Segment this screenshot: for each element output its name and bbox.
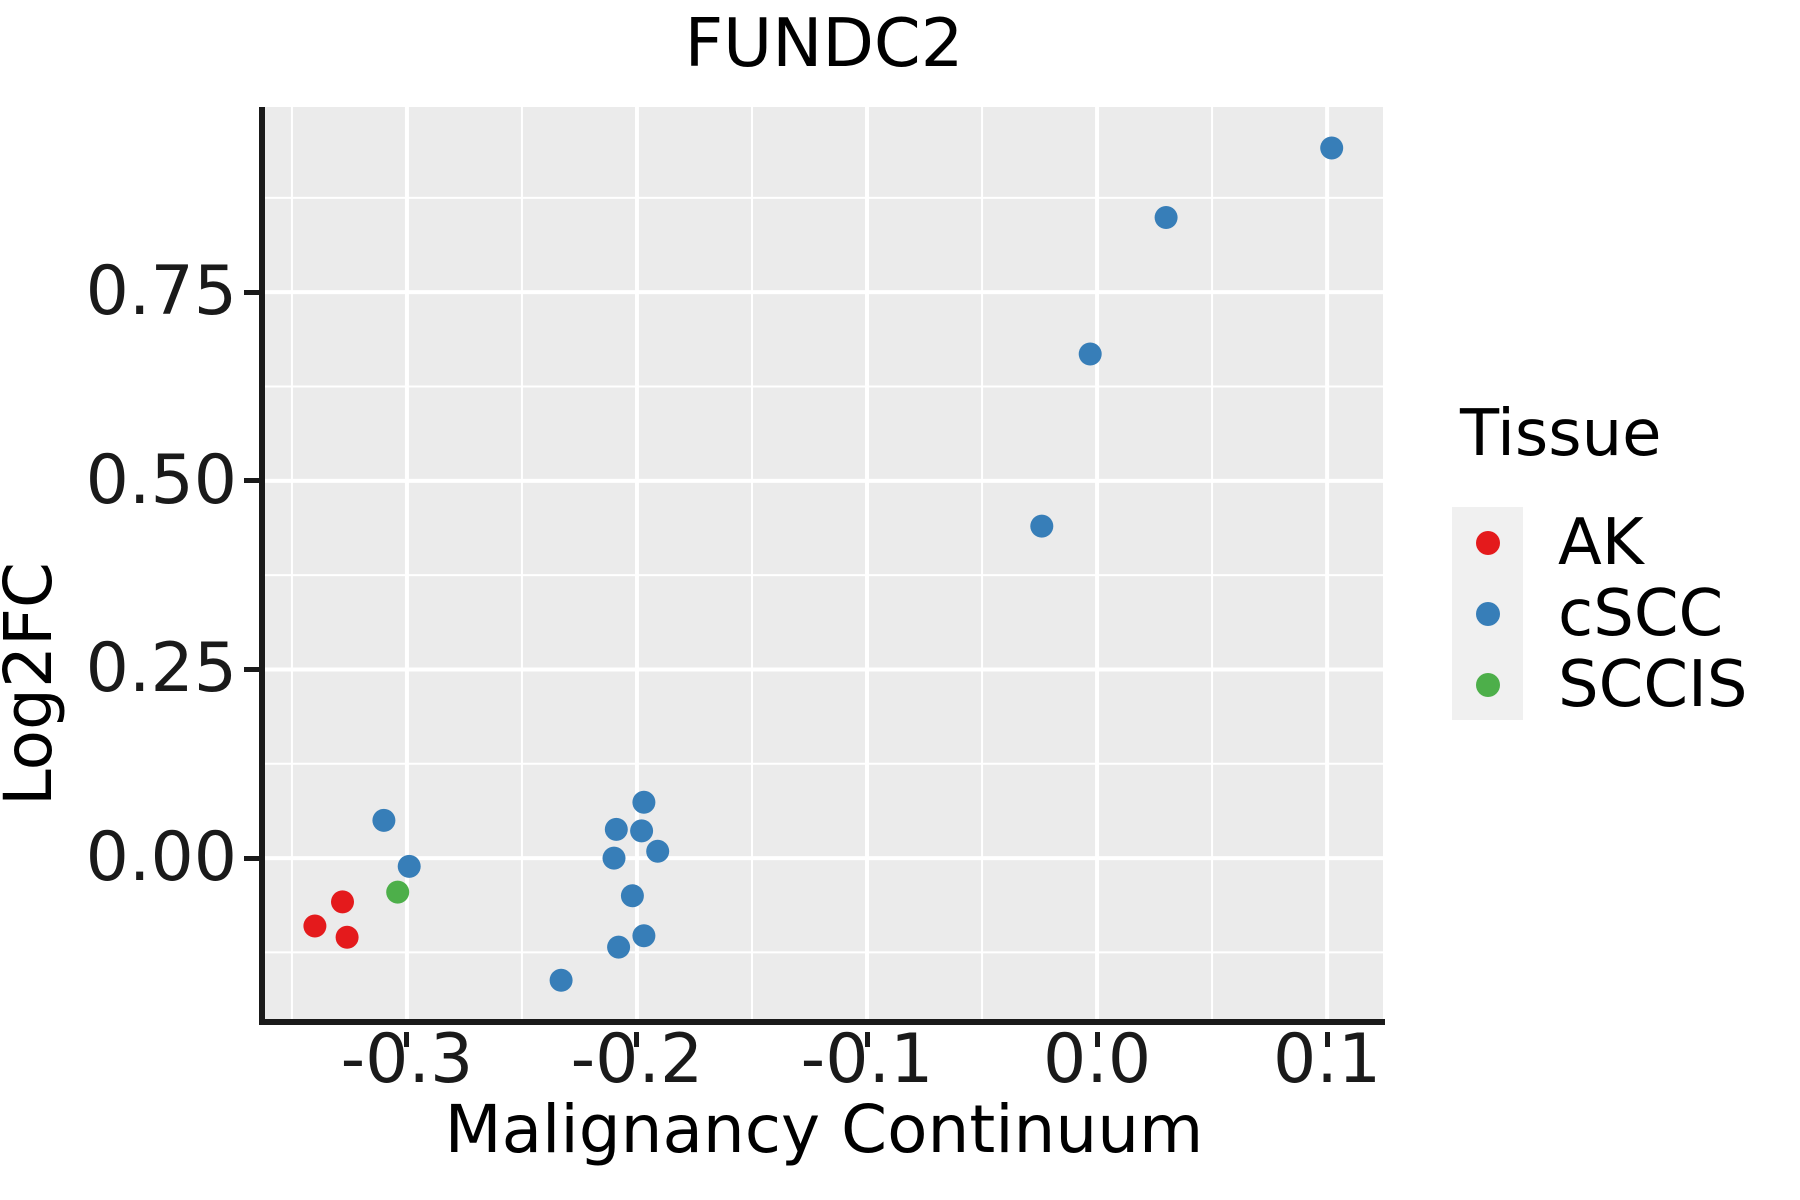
data-point-cscc (607, 935, 631, 959)
x-tick-label: -0.1 (800, 1020, 934, 1099)
x-tick-mark (1094, 1032, 1100, 1047)
data-point-cscc (646, 839, 670, 863)
data-point-cscc (1078, 342, 1102, 366)
y-tick-mark (244, 855, 259, 861)
legend-dot-cscc (1475, 601, 1500, 626)
y-tick-label: 0.00 (85, 818, 237, 898)
data-point-ak (335, 925, 359, 949)
data-point-cscc (620, 884, 644, 908)
x-tick-mark (634, 1032, 640, 1047)
y-tick-mark (244, 478, 259, 484)
x-tick-mark (864, 1032, 870, 1047)
data-point-cscc (602, 846, 626, 870)
x-tick-label: 0.1 (1273, 1020, 1382, 1099)
y-tick-mark (244, 289, 259, 295)
data-point-sccis (386, 880, 410, 904)
data-point-cscc (372, 808, 396, 832)
y-tick-label: 0.75 (85, 252, 237, 332)
data-point-cscc (397, 854, 421, 878)
data-point-cscc (632, 924, 656, 948)
legend-label-cscc: cSCC (1558, 577, 1724, 651)
data-point-cscc (632, 790, 656, 814)
legend-title: Tissue (1460, 397, 1662, 471)
legend-label-ak: AK (1558, 506, 1644, 580)
x-tick-label: -0.2 (570, 1020, 704, 1099)
data-point-ak (331, 890, 354, 914)
legend-label-sccis: SCCIS (1558, 648, 1748, 722)
x-axis-title: Malignancy Continuum (444, 1091, 1204, 1168)
data-point-cscc (1154, 206, 1178, 229)
y-axis-line (259, 107, 265, 1025)
x-tick-label: -0.3 (340, 1020, 474, 1099)
x-tick-mark (404, 1032, 410, 1047)
y-tick-label: 0.25 (85, 629, 237, 709)
legend-key-sccis (1452, 649, 1523, 720)
x-tick-mark (1324, 1032, 1330, 1047)
legend-key-cscc (1452, 578, 1523, 649)
data-point-cscc (630, 819, 654, 843)
y-tick-mark (244, 666, 259, 672)
legend-key-ak (1452, 507, 1523, 578)
legend-dot-ak (1475, 530, 1500, 555)
data-point-ak (303, 914, 327, 938)
plot-panel (265, 107, 1383, 1022)
legend-dot-sccis (1475, 672, 1500, 697)
data-point-cscc (1030, 514, 1054, 538)
plot-title: FUNDC2 (684, 4, 964, 82)
x-axis-line (259, 1019, 1385, 1025)
data-point-cscc (604, 817, 628, 841)
data-point-cscc (549, 968, 573, 992)
x-tick-label: 0.0 (1042, 1020, 1152, 1099)
data-point-cscc (1320, 136, 1344, 160)
y-tick-label: 0.50 (85, 440, 237, 520)
